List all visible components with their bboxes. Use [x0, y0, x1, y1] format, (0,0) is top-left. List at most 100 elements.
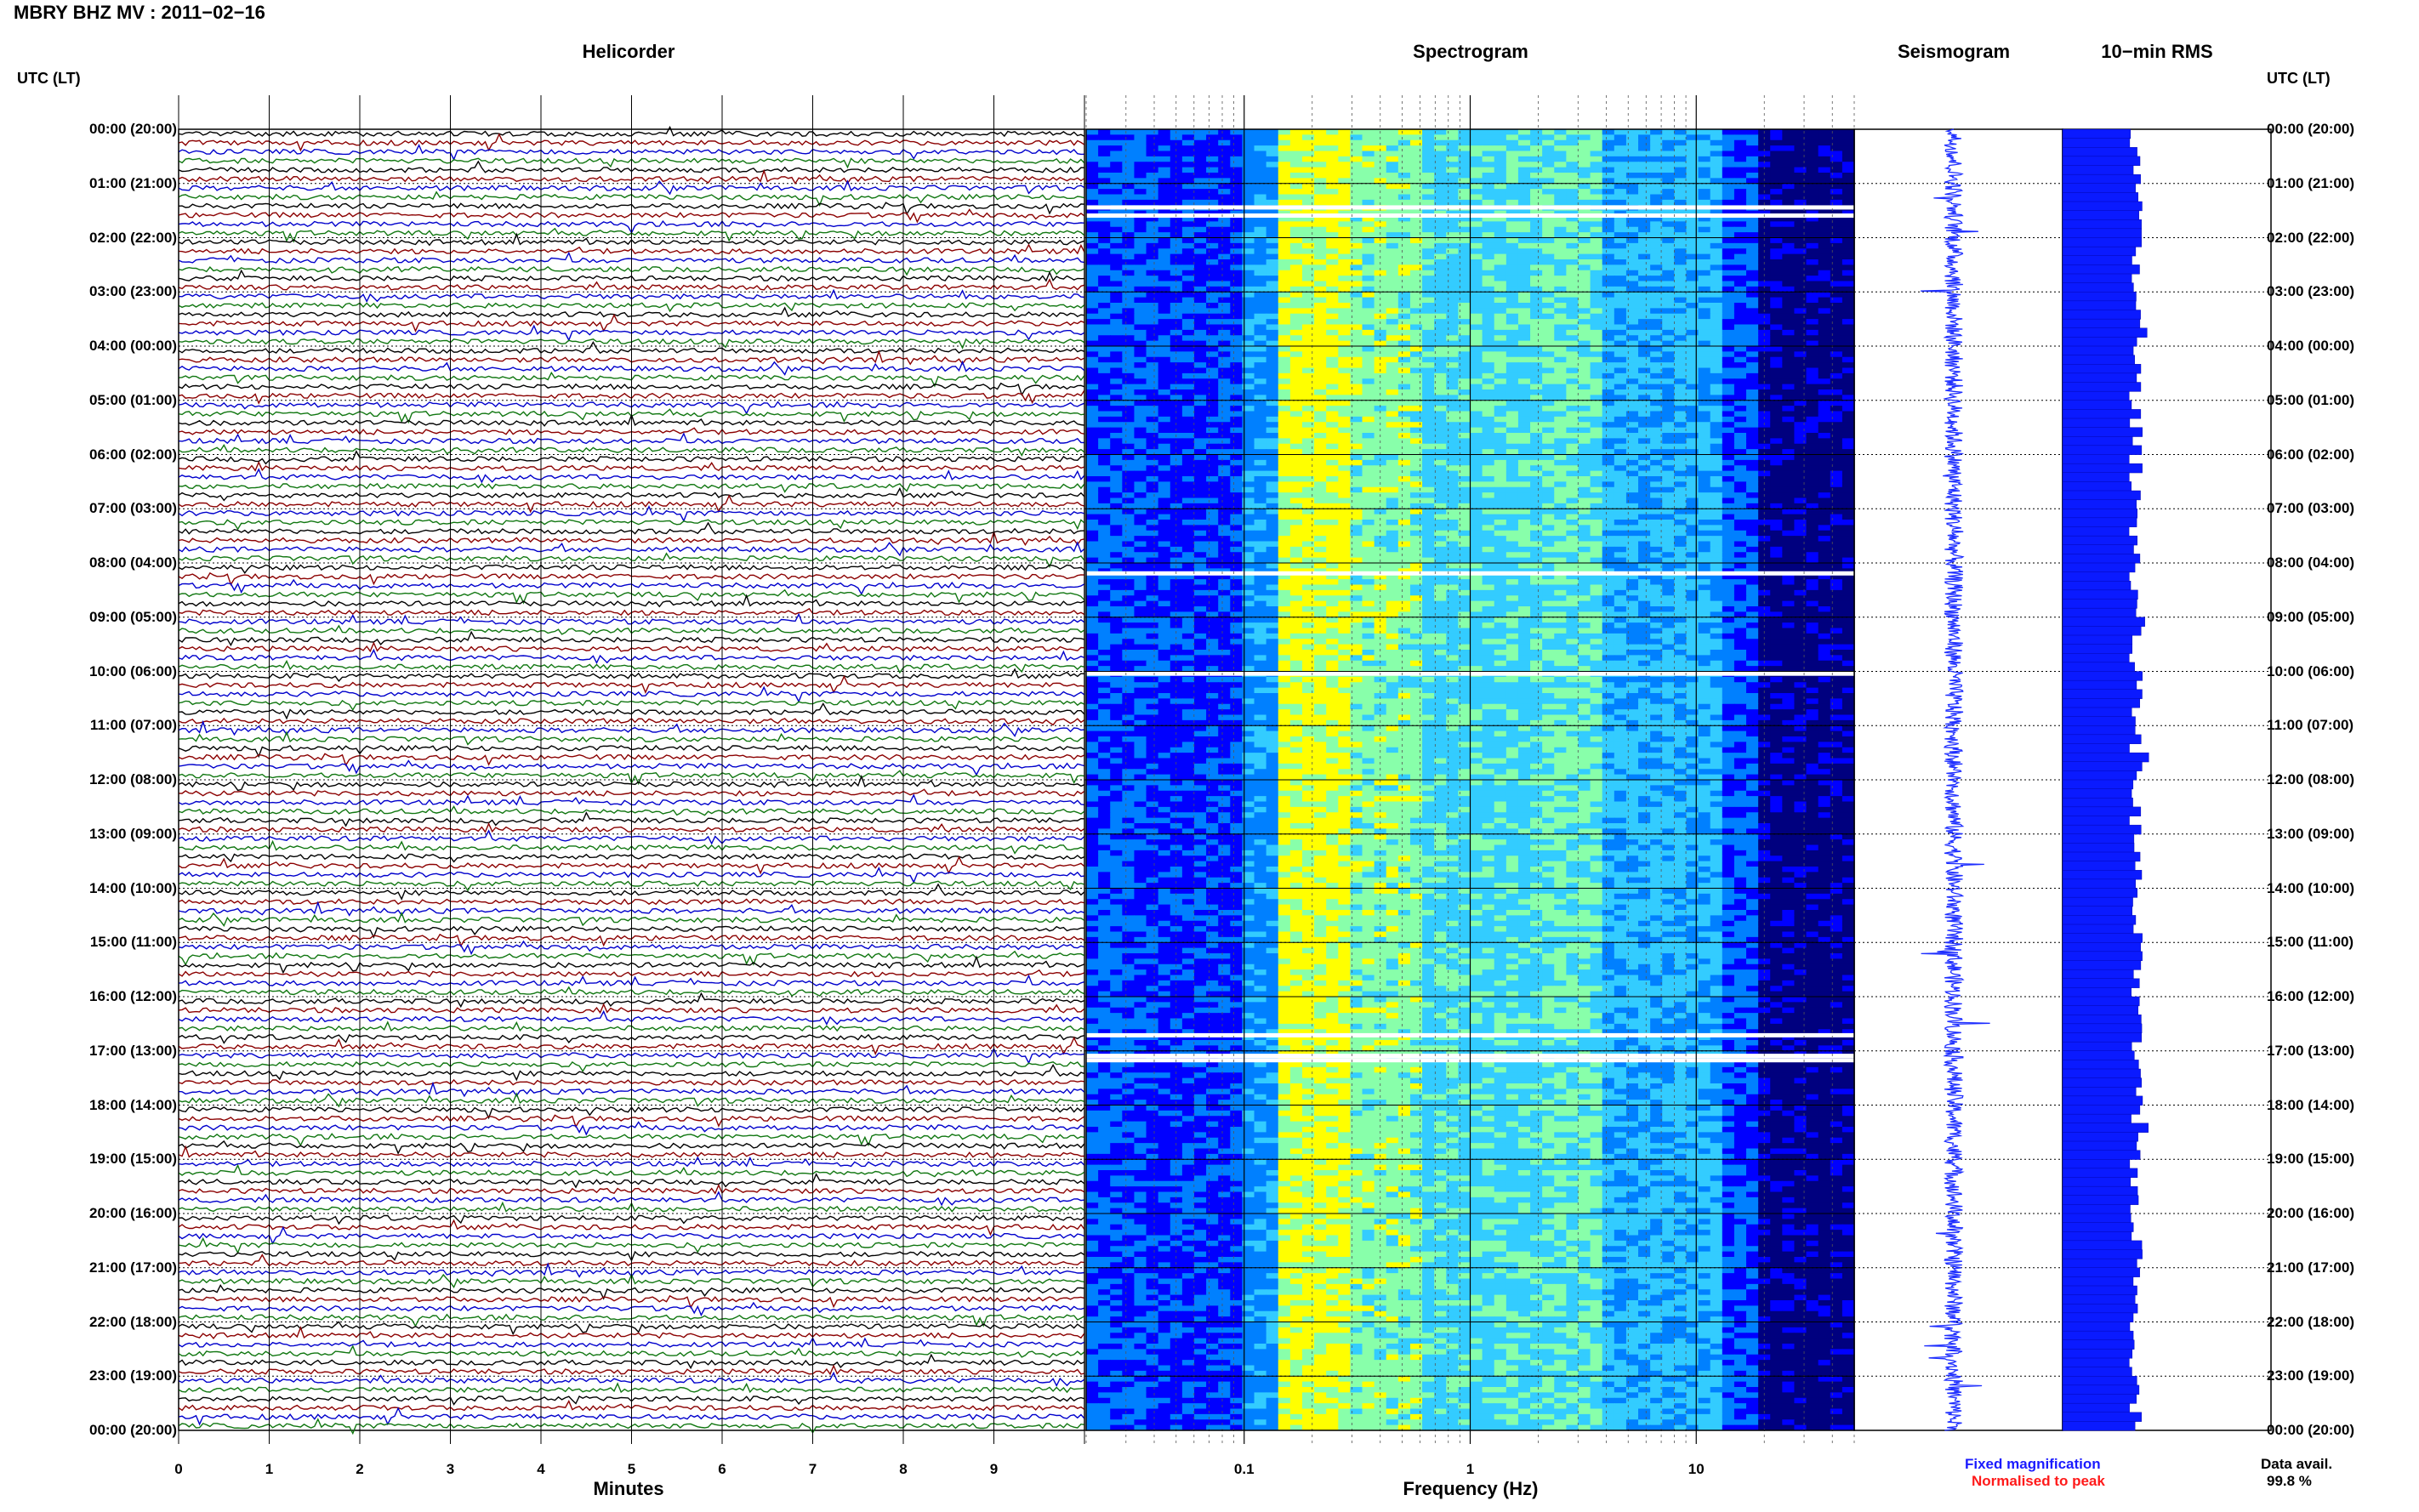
spectrogram-cell	[1602, 449, 1615, 455]
spectrogram-cell	[1625, 497, 1639, 504]
spectrogram-cell	[1841, 476, 1855, 482]
spectrogram-cell	[1338, 525, 1352, 531]
spectrogram-cell	[1818, 178, 1831, 185]
spectrogram-cell	[1242, 308, 1255, 315]
spectrogram-cell	[1686, 497, 1699, 504]
spectrogram-cell	[1434, 384, 1447, 390]
spectrogram-cell	[1326, 481, 1339, 488]
spectrogram-cell	[1662, 145, 1675, 151]
spectrogram-cell	[1338, 514, 1352, 520]
spectrogram-cell	[1470, 389, 1483, 395]
spectrogram-cell	[1134, 492, 1147, 498]
spectrogram-cell	[1614, 183, 1627, 190]
spectrogram-cell	[1722, 297, 1735, 304]
spectrogram-cell	[1206, 329, 1219, 336]
spectrogram-cell	[1289, 384, 1303, 390]
spectrogram-cell	[1278, 503, 1291, 509]
spectrogram-cell	[1314, 481, 1327, 488]
spectrogram-cell	[1278, 178, 1291, 185]
spectrogram-cell	[1517, 194, 1531, 201]
spectrogram-cell	[1806, 313, 1819, 320]
spectrogram-cell	[1158, 454, 1171, 461]
spectrogram-cell	[1278, 173, 1291, 179]
spectrogram-cell	[1758, 514, 1771, 520]
spectrogram-cell	[1566, 530, 1579, 537]
spectrogram-cell	[1409, 281, 1423, 287]
spectrogram-cell	[1242, 378, 1255, 385]
spectrogram-cell	[1338, 422, 1352, 429]
spectrogram-cell	[1830, 400, 1843, 406]
spectrogram-cell	[1230, 221, 1244, 228]
spectrogram-cell	[1722, 438, 1735, 445]
spectrogram-cell	[1806, 216, 1819, 222]
spectrogram-cell	[1158, 237, 1171, 244]
spectrogram-cell	[1698, 384, 1711, 390]
spectrogram-cell	[1698, 346, 1711, 352]
spectrogram-cell	[1266, 449, 1279, 455]
spectrogram-cell	[1362, 232, 1375, 238]
spectrogram-cell	[1818, 340, 1831, 347]
spectrogram-cell	[1590, 497, 1603, 504]
spectrogram-cell	[1338, 194, 1352, 201]
spectrogram-cell	[1086, 427, 1099, 434]
spectrogram-cell	[1505, 378, 1519, 385]
spectrogram-cell	[1578, 156, 1591, 162]
spectrogram-cell	[1338, 389, 1352, 395]
spectrogram-cell	[1230, 162, 1244, 168]
spectrogram-cell	[1218, 292, 1231, 298]
spectrogram-cell	[1362, 356, 1375, 363]
spectrogram-cell	[1625, 476, 1639, 482]
spectrogram-cell	[1494, 324, 1507, 331]
spectrogram-cell	[1301, 422, 1315, 429]
spectrogram-cell	[1386, 156, 1399, 162]
spectrogram-cell	[1806, 541, 1819, 548]
spectrogram-cell	[1098, 422, 1111, 429]
spectrogram-cell	[1458, 167, 1471, 173]
spectrogram-cell	[1181, 389, 1195, 395]
spectrogram-cell	[1350, 384, 1363, 390]
spectrogram-cell	[1517, 226, 1531, 233]
spectrogram-cell	[1230, 237, 1244, 244]
spectrogram-cell	[1110, 411, 1123, 418]
spectrogram-cell	[1578, 546, 1591, 553]
spectrogram-cell	[1278, 476, 1291, 482]
spectrogram-cell	[1193, 362, 1207, 368]
spectrogram-cell	[1134, 173, 1147, 179]
spectrogram-cell	[1602, 536, 1615, 542]
spectrogram-cell	[1326, 367, 1339, 374]
spectrogram-cell	[1674, 546, 1688, 553]
spectrogram-cell	[1482, 411, 1495, 418]
spectrogram-cell	[1686, 281, 1699, 287]
spectrogram-cell	[1266, 167, 1279, 173]
spectrogram-cell	[1266, 486, 1279, 493]
spectrogram-cell	[1326, 216, 1339, 222]
spectrogram-cell	[1686, 308, 1699, 315]
spectrogram-cell	[1614, 486, 1627, 493]
spectrogram-cell	[1110, 481, 1123, 488]
spectrogram-cell	[1566, 248, 1579, 255]
spectrogram-cell	[1830, 270, 1843, 276]
spectrogram-cell	[1242, 416, 1255, 423]
spectrogram-cell	[1314, 459, 1327, 466]
spectrogram-cell	[1505, 433, 1519, 439]
spectrogram-cell	[1326, 384, 1339, 390]
spectrogram-cell	[1830, 286, 1843, 293]
spectrogram-cell	[1409, 145, 1423, 151]
spectrogram-cell	[1566, 384, 1579, 390]
spectrogram-cell	[1841, 340, 1855, 347]
spectrogram-cell	[1409, 454, 1423, 461]
spectrogram-cell	[1242, 162, 1255, 168]
spectrogram-cell	[1722, 281, 1735, 287]
spectrogram-cell	[1554, 156, 1567, 162]
spectrogram-cell	[1218, 276, 1231, 281]
spectrogram-cell	[1409, 226, 1423, 233]
spectrogram-cell	[1386, 237, 1399, 244]
spectrogram-cell	[1326, 237, 1339, 244]
spectrogram-cell	[1494, 509, 1507, 515]
spectrogram-cell	[1698, 459, 1711, 466]
spectrogram-cell	[1193, 389, 1207, 395]
spectrogram-cell	[1686, 134, 1699, 141]
spectrogram-cell	[1134, 546, 1147, 553]
spectrogram-cell	[1170, 525, 1183, 531]
spectrogram-cell	[1218, 443, 1231, 450]
